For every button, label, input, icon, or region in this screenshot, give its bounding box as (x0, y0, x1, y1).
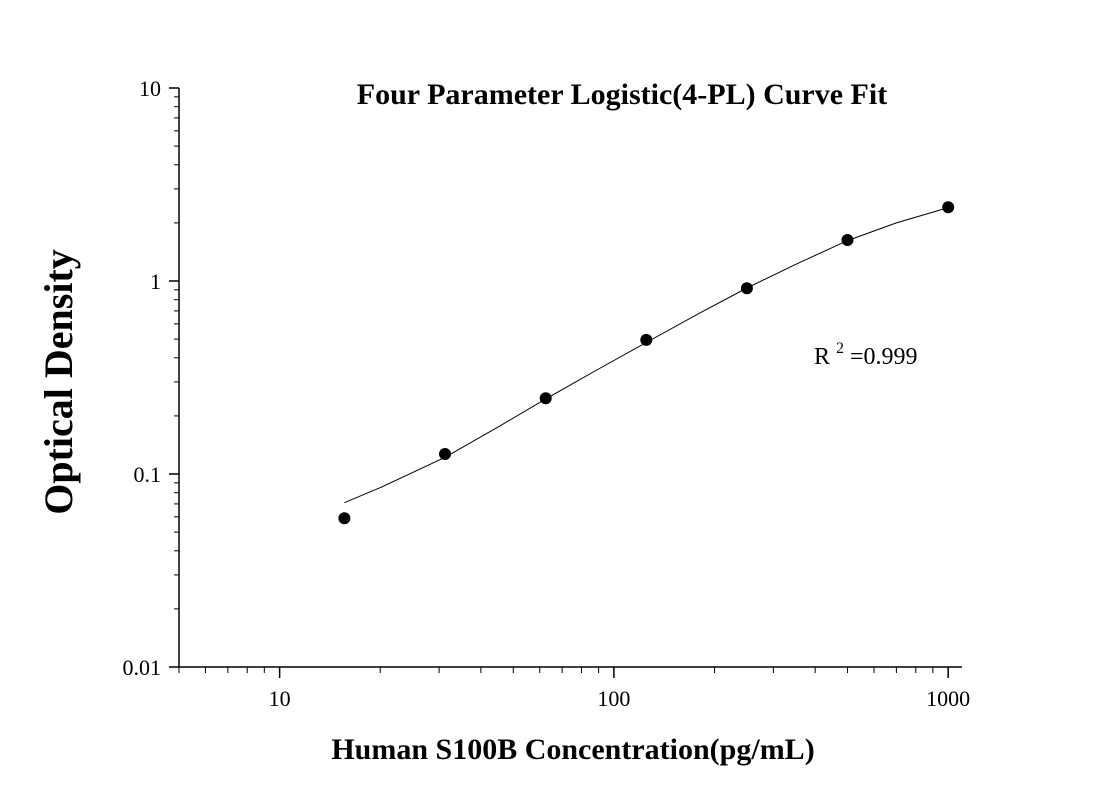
x-tick-label: 1000 (926, 686, 970, 711)
data-point (640, 333, 653, 346)
r-squared-annotation: R 2 =0.999 (814, 333, 918, 370)
y-tick-label: 10 (139, 76, 161, 101)
data-point (841, 234, 854, 246)
y-tick-label: 0.1 (134, 462, 162, 487)
data-point (942, 201, 955, 214)
y-axis-label: Optical Density (36, 249, 81, 515)
x-tick-label: 100 (597, 686, 630, 711)
r-squared-superscript: 2 (836, 340, 844, 357)
plot-area (338, 201, 955, 525)
axes: 0.01 0.1 1 10 10 100 1000 (123, 76, 971, 711)
x-axis-label: Human S100B Concentration(pg/mL) (331, 733, 814, 766)
x-tick-label: 10 (269, 686, 291, 711)
data-point (740, 282, 753, 295)
data-point (338, 512, 351, 525)
y-tick-label: 1 (150, 269, 161, 294)
data-point (439, 448, 451, 460)
data-point (539, 392, 552, 405)
chart-title: Four Parameter Logistic(4-PL) Curve Fit (357, 78, 887, 111)
r-squared-value: =0.999 (850, 344, 918, 370)
y-tick-label: 0.01 (123, 655, 162, 680)
r-squared-base: R (814, 344, 830, 370)
